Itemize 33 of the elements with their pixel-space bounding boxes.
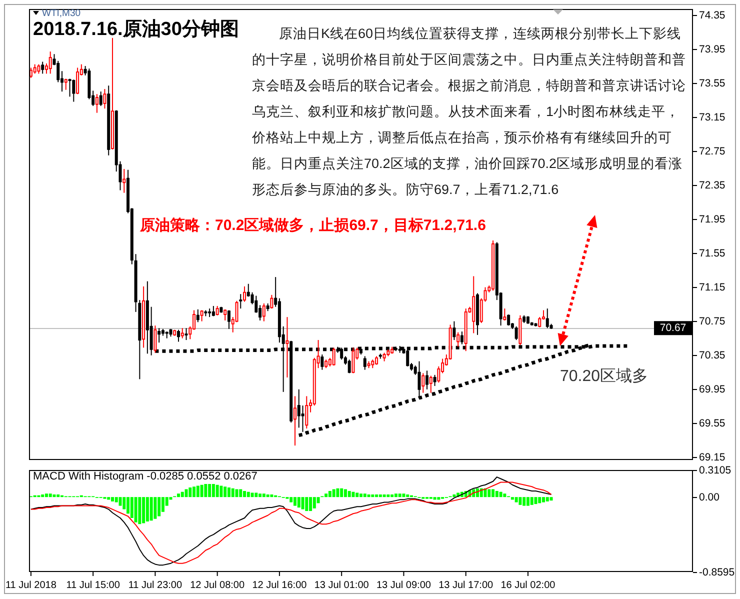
y-tick-label: 71.15 — [699, 282, 726, 294]
annotation: 原油策略：70.2区域做多，止损69.7，目标71.2,71.6 — [139, 217, 486, 234]
y-tick-label: 70.75 — [699, 316, 726, 328]
annotation: 原油日K线在60日均线位置获得支撑，连续两根分别带长上下影线的十字星，说明价格目前处于区间震荡之中。日内重点关注特朗普和普京会晤及会晤后的联合记者会。根据之前消息，特朗普和普京讲话讨论乌克兰、叙利亚和核扩散问题。从技术面来看，1小时图布林线走平，价格站上中规上方，调整后低点在抬高，预示价格有有继续回升的可能。日内重点关注70.2区域的支撑，油价回踩70.2区域形成明显的看涨形态后参与原油的多头。防守69.7，上看71.2,71.6 — [252, 25, 687, 199]
y-tick-label: 74.35 — [699, 10, 726, 22]
y-tick-label: 73.95 — [699, 44, 726, 56]
y-tick-label: 0.00 — [699, 492, 720, 504]
y-tick-label: 72.35 — [699, 180, 726, 192]
y-tick-label: 69.15 — [699, 452, 726, 464]
y-tick-label: 71.95 — [699, 214, 726, 226]
y-tick-label: 71.55 — [699, 248, 726, 260]
annotation: 70.20区域多 — [560, 367, 648, 385]
x-tick-label: 13 Jul 17:00 — [438, 580, 494, 591]
y-tick-label: -0.8595 — [699, 566, 735, 578]
chart-title: MACD With Histogram -0.0285 0.0552 0.0267 — [33, 470, 258, 482]
y-tick-label: 73.55 — [699, 78, 726, 90]
y-tick-label: 73.15 — [699, 112, 726, 124]
y-tick-label: 69.55 — [699, 418, 726, 430]
chart-subtitle: WTI,M30 — [42, 8, 81, 19]
x-tick-label: 13 Jul 09:00 — [376, 580, 432, 591]
x-tick-label: 11 Jul 23:00 — [128, 580, 183, 591]
y-tick-label: 70.35 — [699, 350, 726, 362]
y-tick-label: 69.95 — [699, 384, 726, 396]
x-tick-label: 12 Jul 16:00 — [252, 580, 308, 591]
x-tick-label: 12 Jul 08:00 — [190, 580, 246, 591]
x-tick-label: 11 Jul 2018 — [5, 580, 57, 591]
x-tick-label: 16 Jul 02:00 — [500, 580, 556, 591]
text: 2018.7.16.原油30分钟图 — [33, 18, 239, 40]
x-tick-label: 13 Jul 01:00 — [314, 580, 370, 591]
ref-line-label: 70.67 — [660, 322, 686, 334]
x-tick-label: 11 Jul 15:00 — [66, 580, 120, 591]
y-tick-label: 0.3105 — [699, 464, 732, 476]
y-tick-label: 72.75 — [699, 146, 726, 158]
